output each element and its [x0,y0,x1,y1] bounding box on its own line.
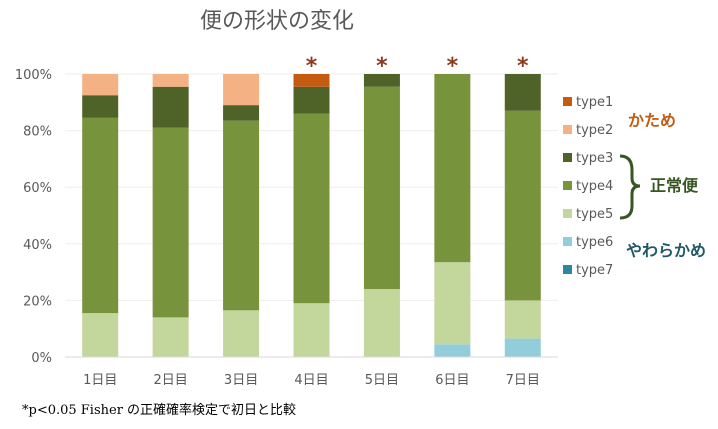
significance-markers: * * * * [306,54,529,79]
chart-title: 便の形状の変化 [200,9,354,34]
bar-segment-type3 [504,74,541,111]
annotation-kata: かため [628,111,676,130]
bar-segment-type3 [293,86,330,114]
bar-segment-type4 [293,113,330,304]
bar-segment-type3 [152,86,189,128]
legend-swatch-type6 [563,237,572,246]
annotation-seijo: 正常便 [650,176,699,195]
legend-label-type2: type2 [576,123,613,138]
legend-label-type6: type6 [576,235,613,250]
normal-stool-brace [619,154,641,220]
legend-swatch-type1 [563,97,572,106]
legend-swatch-type5 [563,209,572,218]
x-tick-label: 4日目 [294,373,328,388]
y-tick-label: 20% [23,294,52,309]
significance-star: * [447,54,459,79]
bar-series [82,74,541,357]
significance-star: * [517,54,529,79]
y-tick-label: 0% [31,351,52,366]
bar-segment-type5 [363,289,400,357]
bar-segment-type5 [293,303,330,357]
legend-label-type3: type3 [576,151,613,166]
legend-label-type5: type5 [576,207,613,222]
bar-segment-type4 [504,110,541,301]
y-axis-ticks: 0% 20% 40% 60% 80% 100% [15,68,52,366]
x-tick-label: 2日目 [154,373,188,388]
legend-label-type4: type4 [576,179,613,194]
bar-segment-type5 [152,317,189,357]
x-tick-label: 5日目 [365,373,399,388]
footnote: *p<0.05 Fisher の正確確率検定で初日と比較 [22,402,296,418]
bar-segment-type2 [82,74,119,96]
legend-swatch-type7 [563,265,572,274]
bar-segment-type6 [434,344,471,357]
bar-segment-type5 [434,262,471,345]
x-axis-ticks: 1日目 2日目 3日目 4日目 5日目 6日目 7日目 [83,373,540,388]
legend: type1 type2 type3 type4 type5 type6 type7 [563,95,613,278]
bar-segment-type5 [223,310,260,357]
y-tick-label: 100% [15,68,52,83]
x-tick-label: 3日目 [224,373,258,388]
x-tick-label: 1日目 [83,373,117,388]
legend-label-type1: type1 [576,95,613,110]
bar-segment-type3 [82,95,119,118]
legend-swatch-type2 [563,125,572,134]
annotation-yawa: やわらかめ [626,241,706,260]
y-tick-label: 80% [23,125,52,140]
bar-segment-type4 [363,86,400,290]
legend-swatch-type4 [563,181,572,190]
bar-segment-type4 [82,117,119,314]
bar-segment-type5 [504,300,541,339]
bar-segment-type2 [152,74,189,87]
significance-star: * [306,54,318,79]
bar-segment-type2 [223,74,260,106]
bar-segment-type3 [223,105,260,121]
x-tick-label: 7日目 [506,373,540,388]
bar-segment-type4 [434,74,471,263]
bar-segment-type4 [223,120,260,311]
bar-segment-type4 [152,127,189,318]
significance-star: * [376,54,388,79]
bar-segment-type6 [504,338,541,357]
legend-label-type7: type7 [576,263,613,278]
y-tick-label: 40% [23,238,52,253]
legend-swatch-type3 [563,153,572,162]
bar-segment-type1 [293,74,330,87]
bar-segment-type5 [82,313,119,357]
x-tick-label: 6日目 [435,373,469,388]
bar-segment-type3 [363,74,400,87]
y-tick-label: 60% [23,181,52,196]
